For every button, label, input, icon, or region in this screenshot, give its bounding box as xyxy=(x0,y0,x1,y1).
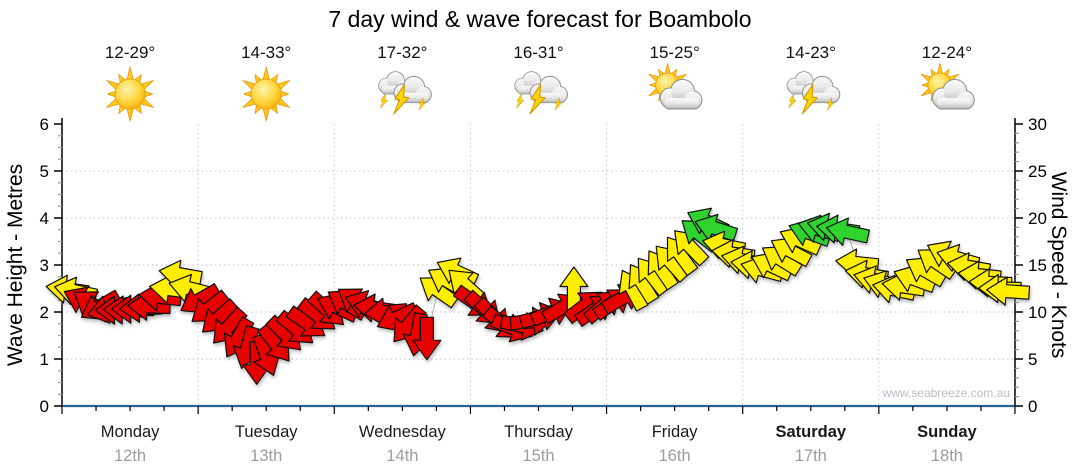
wind-arrows-layer xyxy=(45,207,1031,385)
left-tick-label: 2 xyxy=(40,303,49,322)
day-temp: 16-31° xyxy=(513,43,563,62)
day-date: 15th xyxy=(522,447,554,465)
day-date: 12th xyxy=(114,447,146,465)
lightning-bolt xyxy=(516,93,524,109)
day-headers-layer: 12-29° 14-33° 17-32° 16-31° 15-25° 14-23° 12-2… xyxy=(105,43,975,122)
right-tick-label: 0 xyxy=(1028,397,1037,416)
watermark: www.seabreeze.com.au xyxy=(882,386,1010,400)
right-tick-label: 10 xyxy=(1028,303,1047,322)
lightning-bolt xyxy=(788,93,797,109)
day-temp: 12-29° xyxy=(105,43,155,62)
day-date: 18th xyxy=(931,447,963,465)
lightning-bolt xyxy=(826,97,834,111)
day-name: Thursday xyxy=(504,423,574,441)
lightning-bolt xyxy=(554,97,562,111)
day-temp: 14-33° xyxy=(241,43,291,62)
day-name: Sunday xyxy=(917,423,977,441)
sunny-icon xyxy=(106,66,154,122)
day-temp: 17-32° xyxy=(377,43,427,62)
lightning-bolt xyxy=(801,83,818,115)
left-tick-label: 4 xyxy=(40,209,49,228)
day-labels-layer: Monday 12th Tuesday 13th Wednesday 14th Thursd… xyxy=(101,423,978,465)
wind-arrow xyxy=(825,217,870,246)
wind-arrow xyxy=(412,316,442,361)
left-tick-label: 3 xyxy=(40,256,49,275)
day-name: Tuesday xyxy=(235,423,298,441)
left-tick-label: 0 xyxy=(40,397,49,416)
day-date: 16th xyxy=(659,447,691,465)
cloud-shape xyxy=(931,78,975,110)
day-date: 13th xyxy=(250,447,282,465)
partly-cloudy-icon xyxy=(648,63,703,110)
day-name: Friday xyxy=(652,423,699,441)
day-date: 17th xyxy=(795,447,827,465)
axes-layer: 0 1 2 3 4 5 6 0 5 10 15 20 25 30 xyxy=(40,115,1047,416)
sun-disc xyxy=(114,78,146,110)
right-tick-label: 20 xyxy=(1028,209,1047,228)
day-date: 14th xyxy=(386,447,418,465)
right-tick-label: 15 xyxy=(1028,256,1047,275)
left-tick-label: 5 xyxy=(40,162,49,181)
right-tick-label: 25 xyxy=(1028,162,1047,181)
left-tick-label: 1 xyxy=(40,350,49,369)
left-tick-label: 6 xyxy=(40,115,49,134)
day-name: Monday xyxy=(101,423,160,441)
sunny-icon xyxy=(242,66,291,122)
lightning-bolt xyxy=(380,93,388,109)
day-temp: 12-24° xyxy=(922,43,972,62)
day-temp: 15-25° xyxy=(650,43,700,62)
cloud-shape xyxy=(659,78,703,110)
day-temp: 14-23° xyxy=(786,43,836,62)
lightning-bolt xyxy=(529,83,546,115)
storm-icon xyxy=(514,71,568,115)
storm-icon xyxy=(786,71,841,115)
lightning-bolt xyxy=(393,83,410,115)
cloud-shape xyxy=(529,75,568,104)
day-name: Wednesday xyxy=(359,423,447,441)
right-tick-label: 5 xyxy=(1028,350,1037,369)
partly-cloudy-icon xyxy=(920,63,975,110)
page-title: 7 day wind & wave forecast for Boambolo xyxy=(328,6,752,32)
wind-arrow xyxy=(694,213,739,242)
storm-icon xyxy=(378,71,432,115)
sun-disc xyxy=(250,78,282,110)
right-tick-label: 30 xyxy=(1028,115,1047,134)
wind-arrow xyxy=(986,276,1031,306)
lightning-bolt xyxy=(418,97,426,111)
day-name: Saturday xyxy=(775,423,846,441)
